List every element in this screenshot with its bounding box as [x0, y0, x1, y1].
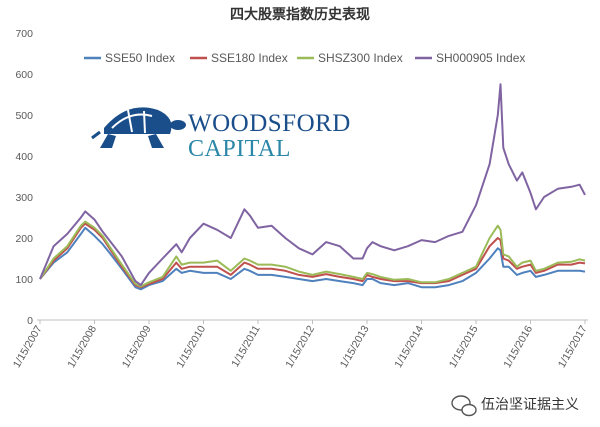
x-tick-label: 1/15/2017	[556, 323, 590, 370]
y-tick-label: 200	[15, 233, 33, 245]
y-tick-label: 300	[15, 192, 33, 204]
x-tick-label: 1/15/2013	[338, 323, 372, 370]
woodsford-logo: WOODSFORD CAPITAL	[91, 107, 351, 162]
x-tick-label: 1/15/2007	[11, 323, 45, 370]
legend-label: SHSZ300 Index	[318, 51, 403, 65]
x-tick-label: 1/15/2016	[501, 323, 535, 370]
legend-label: SSE180 Index	[211, 51, 288, 65]
wechat-watermark: 伍治坚证据主义	[451, 395, 579, 417]
y-tick-label: 400	[15, 151, 33, 163]
logo-word-1: WOODSFORD	[188, 110, 351, 137]
watermark-text: 伍治坚证据主义	[481, 397, 579, 413]
x-tick-label: 1/15/2012	[283, 323, 317, 370]
turtle-icon	[91, 107, 186, 148]
chart-title: 四大股票指数历史表现	[230, 6, 370, 23]
series-line	[39, 83, 586, 287]
x-tick-label: 1/15/2011	[229, 323, 262, 369]
x-tick-label: 1/15/2010	[174, 323, 208, 370]
x-tick-label: 1/15/2008	[65, 323, 99, 370]
x-tick-label: 1/15/2014	[392, 323, 426, 370]
x-axis: 1/15/2007 1/15/2008 1/15/2009 1/15/2010 1/15…	[11, 320, 590, 370]
x-tick-label: 1/15/2009	[120, 323, 154, 370]
y-tick-label: 100	[15, 274, 33, 286]
x-tick-label: 1/15/2015	[447, 323, 481, 370]
series-line	[39, 220, 586, 288]
plot-area	[39, 83, 586, 291]
wechat-icon	[451, 395, 477, 417]
y-axis: 0 100 200 300 400 500 600 700	[15, 28, 33, 327]
y-tick-label: 0	[27, 315, 33, 327]
legend: SSE50 Index SSE180 Index SHSZ300 Index SH00…	[84, 51, 525, 65]
legend-label: SSE50 Index	[105, 51, 175, 65]
legend-label: SH000905 Index	[436, 51, 525, 65]
y-tick-label: 600	[15, 69, 33, 81]
series-line	[39, 226, 586, 291]
y-tick-label: 700	[15, 28, 33, 40]
logo-word-2: CAPITAL	[188, 136, 291, 162]
y-tick-label: 500	[15, 110, 33, 122]
